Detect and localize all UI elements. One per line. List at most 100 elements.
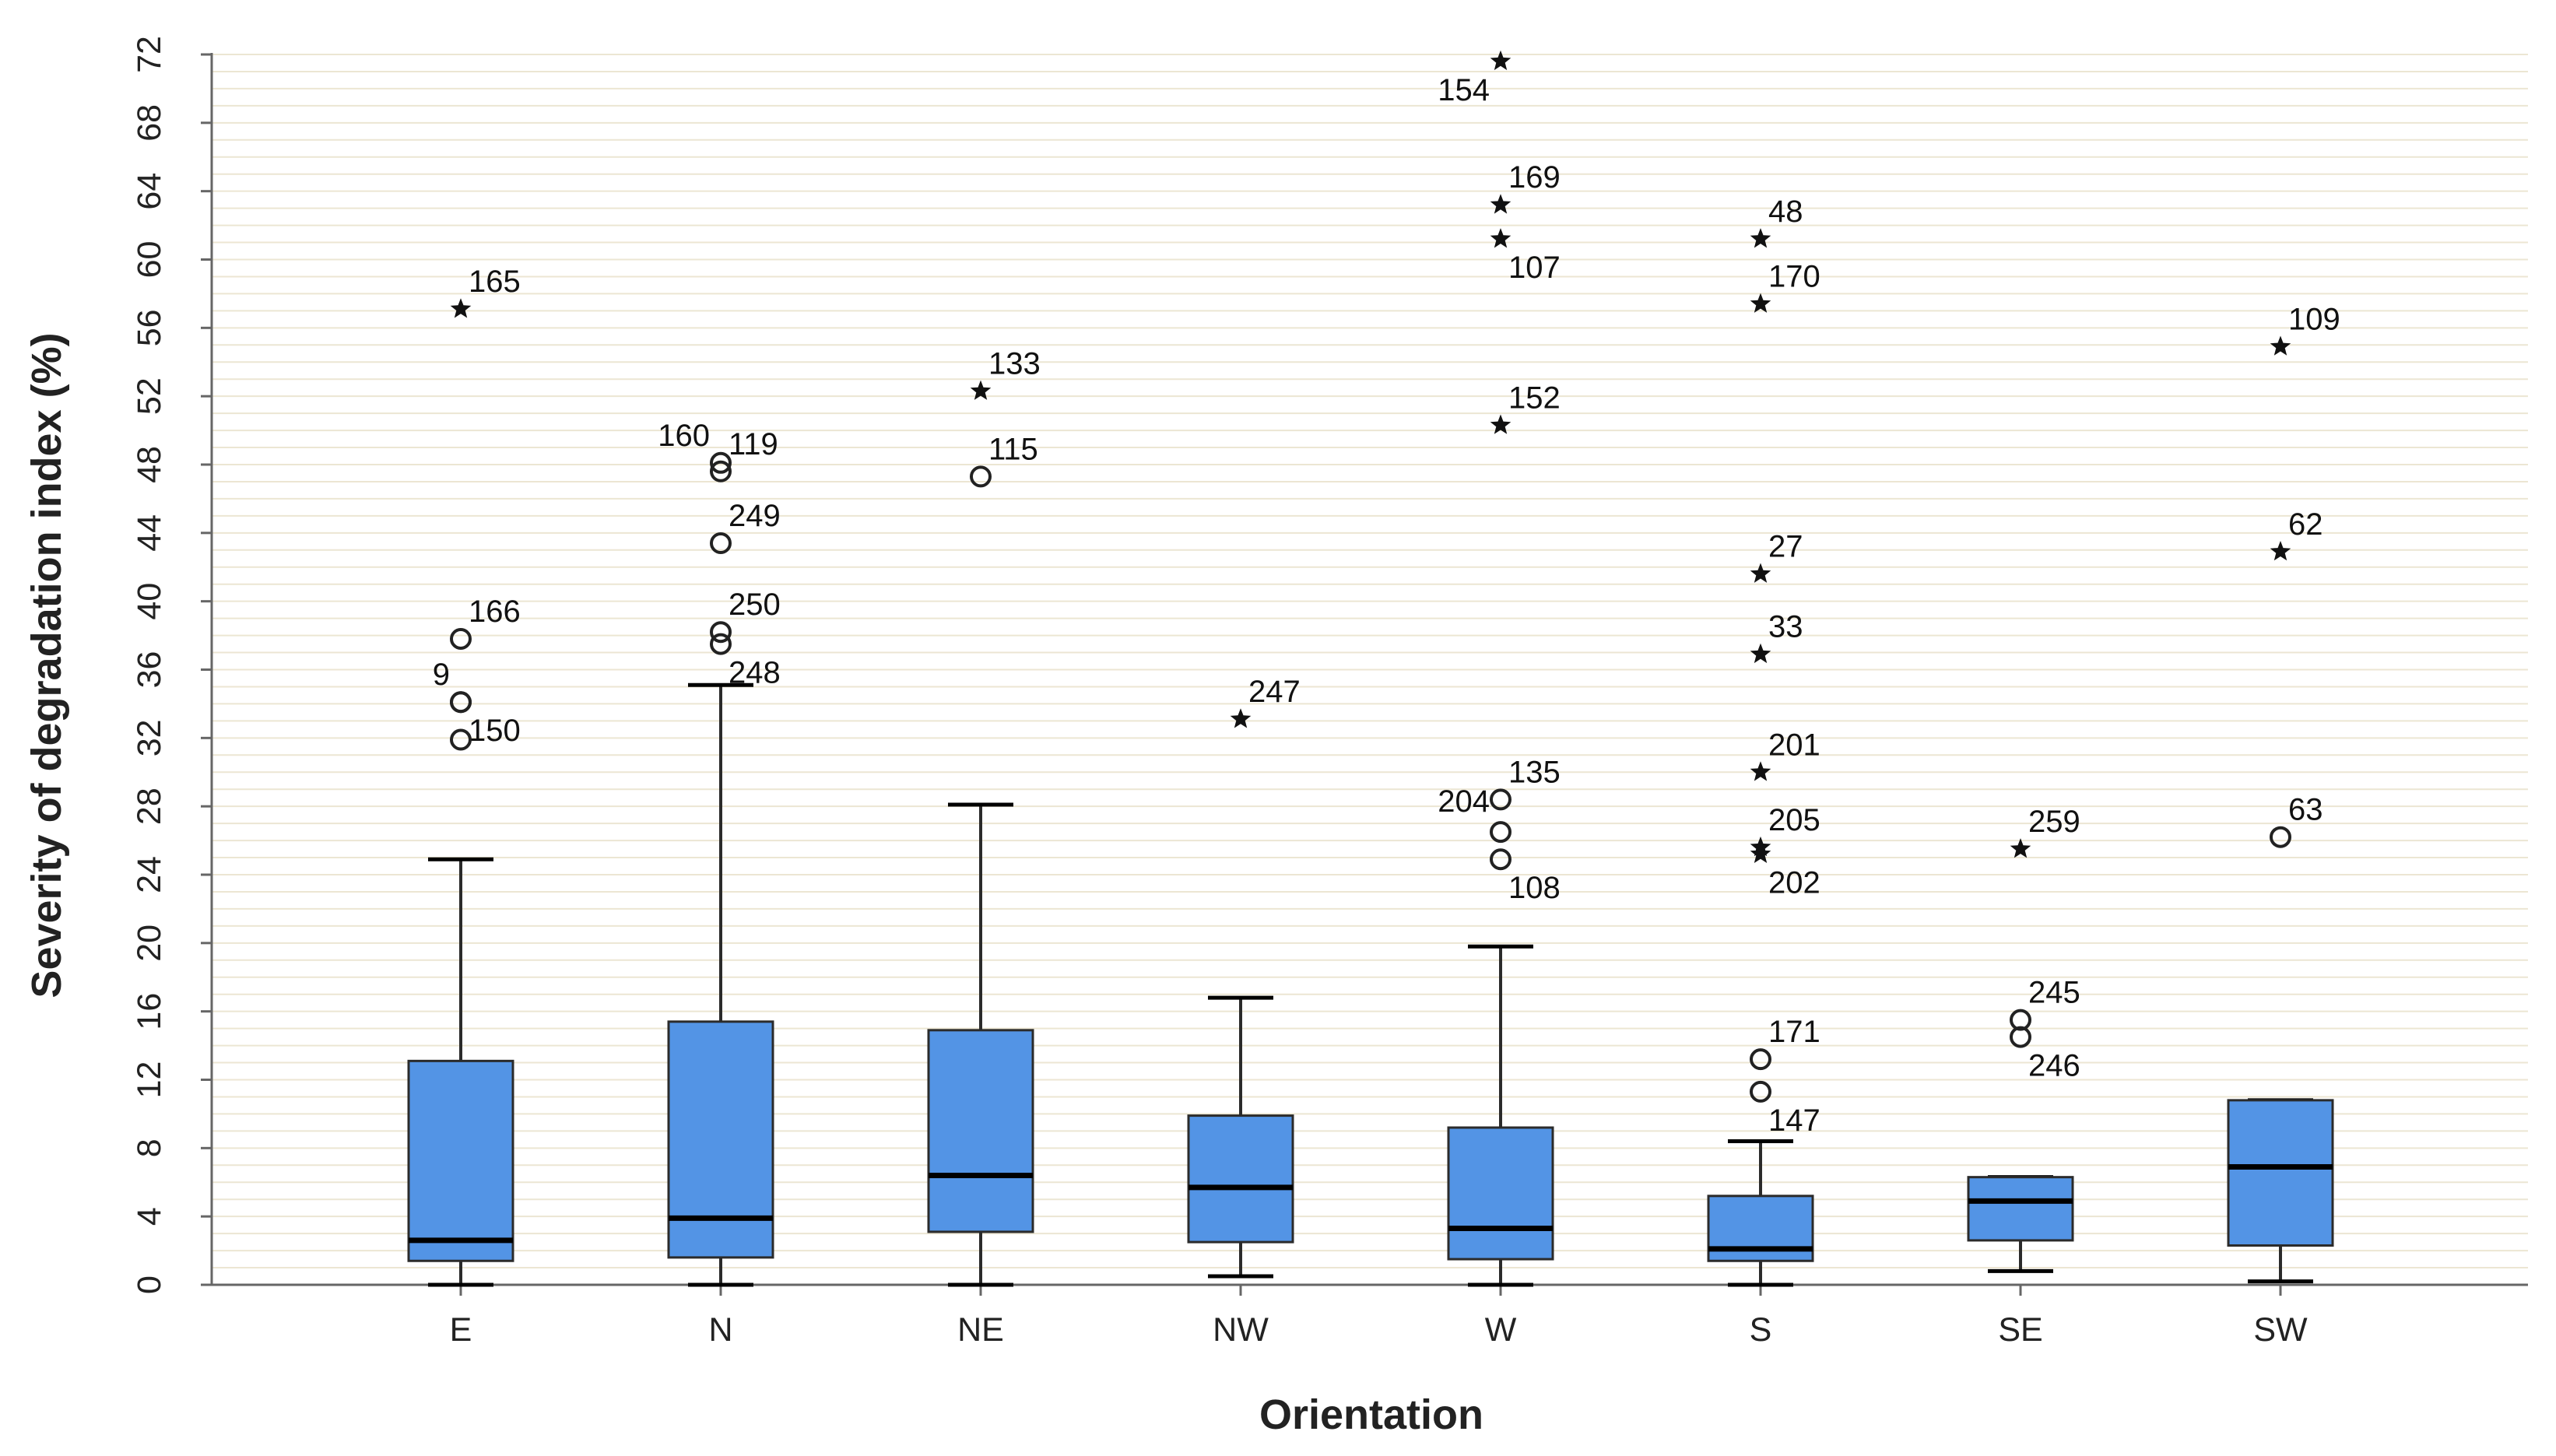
box-se xyxy=(1967,1175,2074,1273)
outlier-label: 9 xyxy=(433,658,450,692)
outlier-label: 171 xyxy=(1768,1015,1820,1049)
outlier-circle xyxy=(710,460,732,482)
y-tick-label: 52 xyxy=(131,377,168,415)
outlier-label: 160 xyxy=(658,419,710,453)
outlier-label: 152 xyxy=(1508,381,1561,415)
boxes xyxy=(407,682,2334,1287)
outlier-label: 133 xyxy=(988,347,1041,381)
outlier-label: 165 xyxy=(469,265,521,299)
outlier-circle xyxy=(970,465,992,488)
y-tick-label: 0 xyxy=(131,1275,168,1294)
gridlines xyxy=(212,54,2528,1269)
outlier-label: 166 xyxy=(469,595,521,629)
y-tick-label: 48 xyxy=(131,446,168,483)
y-tick-label: 40 xyxy=(131,583,168,620)
y-tick-label: 64 xyxy=(131,173,168,210)
y-tick-label: 44 xyxy=(131,514,168,552)
outlier-label: 147 xyxy=(1768,1103,1820,1138)
outlier-label: 150 xyxy=(469,714,521,748)
outlier-star xyxy=(1490,228,1511,248)
y-tick-label: 20 xyxy=(131,924,168,962)
outlier-circle xyxy=(1490,788,1511,811)
y-tick-label: 28 xyxy=(131,788,168,825)
y-tick-label: 8 xyxy=(131,1138,168,1157)
outlier-star xyxy=(1750,843,1771,863)
outlier-star xyxy=(450,298,472,318)
outlier-circle xyxy=(710,532,732,555)
box-w xyxy=(1447,944,1554,1287)
outlier-circle xyxy=(710,451,732,474)
outlier-label: 259 xyxy=(2028,805,2080,839)
outlier-label: 63 xyxy=(2288,793,2323,827)
y-tick-label: 36 xyxy=(131,651,168,689)
outlier-label: 246 xyxy=(2028,1049,2080,1083)
box-s xyxy=(1707,1139,1814,1287)
box-iqr xyxy=(927,1029,1034,1233)
x-tick-label: NW xyxy=(1213,1311,1269,1349)
box-iqr xyxy=(667,1020,774,1259)
outlier-label: 135 xyxy=(1508,755,1561,789)
outlier-circle xyxy=(2010,1026,2031,1048)
y-tick-label: 12 xyxy=(131,1061,168,1099)
x-tick-label: SE xyxy=(1998,1311,2042,1349)
box-sw xyxy=(2227,1098,2334,1284)
box-nw xyxy=(1187,995,1294,1279)
x-tick-label: NE xyxy=(957,1311,1004,1349)
outlier-circle xyxy=(1750,1080,1771,1103)
outlier-star xyxy=(2270,541,2291,561)
y-tick-label: 4 xyxy=(131,1207,168,1226)
outlier-label: 108 xyxy=(1508,871,1561,905)
outlier-circle xyxy=(1490,848,1511,871)
outlier-star xyxy=(1750,563,1771,583)
outlier-label: 201 xyxy=(1768,728,1820,762)
y-tick-label: 16 xyxy=(131,993,168,1030)
box-iqr xyxy=(1447,1126,1554,1261)
outlier-circle xyxy=(710,621,732,644)
outlier-label: 204 xyxy=(1438,784,1490,819)
outlier-label: 115 xyxy=(988,432,1038,466)
outlier-star xyxy=(2270,335,2291,356)
outlier-circle xyxy=(1490,821,1511,844)
outlier-star xyxy=(1490,50,1511,71)
outlier-circle xyxy=(450,728,472,751)
outlier-label: 169 xyxy=(1508,160,1561,195)
outlier-label: 250 xyxy=(729,588,781,622)
outlier-label: 119 xyxy=(729,427,778,461)
outlier-star xyxy=(1490,414,1511,434)
outlier-label: 107 xyxy=(1508,251,1561,285)
outlier-circle xyxy=(2010,1009,2031,1031)
outlier-star xyxy=(1750,643,1771,664)
x-tick-label: S xyxy=(1750,1311,1772,1349)
outlier-star xyxy=(970,380,992,400)
outlier-label: 154 xyxy=(1438,73,1490,107)
y-tick-label: 56 xyxy=(131,309,168,346)
box-iqr xyxy=(2227,1099,2334,1247)
y-axis-title: Severity of degradation index (%) xyxy=(23,332,70,998)
outlier-label: 245 xyxy=(2028,976,2080,1010)
outlier-circle xyxy=(450,627,472,650)
x-tick-label: SW xyxy=(2253,1311,2308,1349)
outlier-label: 202 xyxy=(1768,866,1820,900)
x-tick-label: W xyxy=(1485,1311,1517,1349)
y-tick-label: 68 xyxy=(131,104,168,142)
outlier-label: 249 xyxy=(729,499,781,533)
outlier-star xyxy=(1750,293,1771,313)
x-tick-label: E xyxy=(450,1311,472,1349)
outlier-label: 248 xyxy=(729,656,781,690)
outlier-circle xyxy=(450,691,472,714)
outlier-star xyxy=(1750,761,1771,781)
outlier-label: 27 xyxy=(1768,530,1803,564)
outlier-star xyxy=(1230,708,1252,728)
y-tick-label: 72 xyxy=(131,36,168,73)
y-tick-label: 32 xyxy=(131,719,168,756)
outlier-label: 170 xyxy=(1768,260,1820,294)
outlier-label: 48 xyxy=(1768,195,1803,229)
box-e xyxy=(407,857,514,1287)
outlier-star xyxy=(2010,838,2031,858)
outliers: 165 166 9 150 160 119 249 250 248 133 115 247 154 169… xyxy=(433,50,2340,1138)
box-iqr xyxy=(1967,1176,2074,1242)
box-n xyxy=(667,682,774,1287)
y-tick-label: 60 xyxy=(131,241,168,279)
